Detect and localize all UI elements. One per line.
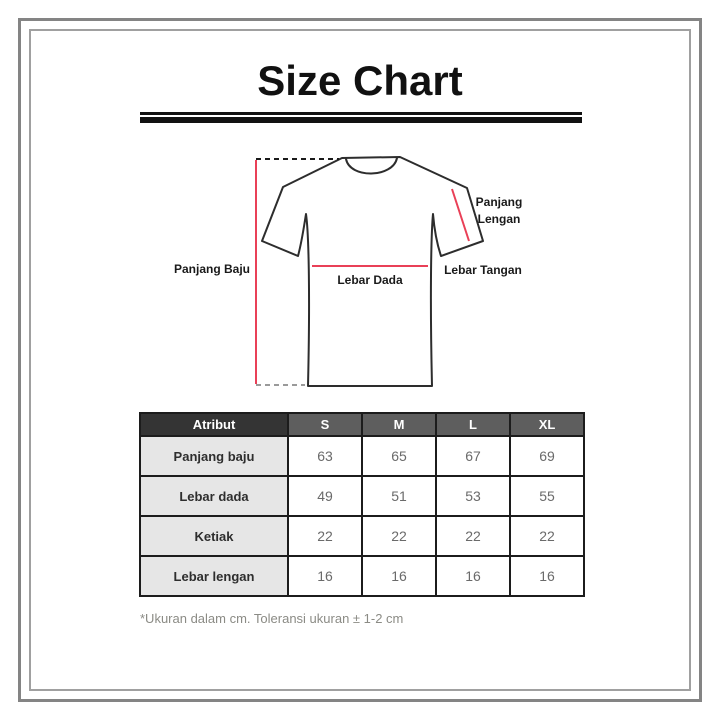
cell-value: 49: [287, 475, 363, 517]
cell-value: 16: [361, 555, 437, 597]
cell-value: 51: [361, 475, 437, 517]
cell-value: 55: [509, 475, 585, 517]
table-row-lebar-dada: Lebar dada 49 51 53 55: [139, 475, 585, 517]
lebar-tangan-label: Lebar Tangan: [444, 263, 522, 277]
table-row-ketiak: Ketiak 22 22 22 22: [139, 515, 585, 557]
tshirt-outline: [261, 156, 484, 387]
lebar-dada-label: Lebar Dada: [337, 273, 403, 287]
size-table: Atribut S M L XL Panjang baju 63 65 67 6…: [139, 412, 585, 597]
divider-thick-line: [140, 117, 582, 123]
table-header-row: Atribut S M L XL: [139, 412, 585, 437]
table-header-atribut: Atribut: [139, 412, 289, 437]
tshirt-measurement-diagram: Panjang Baju Panjang Lengan Lebar Tangan…: [174, 156, 523, 387]
table-header-size-s: S: [287, 412, 363, 437]
row-label: Lebar lengan: [139, 555, 289, 597]
row-label: Lebar dada: [139, 475, 289, 517]
cell-value: 16: [287, 555, 363, 597]
cell-value: 67: [435, 435, 511, 477]
cell-value: 16: [509, 555, 585, 597]
divider-thin-line: [140, 112, 582, 115]
table-header-size-l: L: [435, 412, 511, 437]
page-title: Size Chart: [257, 57, 463, 104]
cell-value: 63: [287, 435, 363, 477]
table-header-size-m: M: [361, 412, 437, 437]
cell-value: 69: [509, 435, 585, 477]
title-divider: [140, 112, 582, 123]
size-tolerance-note: *Ukuran dalam cm. Toleransi ukuran ± 1-2…: [140, 611, 404, 626]
table-row-panjang-baju: Panjang baju 63 65 67 69: [139, 435, 585, 477]
row-label: Ketiak: [139, 515, 289, 557]
cell-value: 22: [287, 515, 363, 557]
panjang-lengan-label-line1: Panjang: [476, 195, 523, 209]
table-header-size-xl: XL: [509, 412, 585, 437]
cell-value: 53: [435, 475, 511, 517]
cell-value: 16: [435, 555, 511, 597]
panjang-lengan-measure-line: [451, 188, 470, 242]
cell-value: 22: [509, 515, 585, 557]
divider-gap: [140, 115, 582, 117]
panjang-lengan-label-line2: Lengan: [478, 212, 521, 226]
row-label: Panjang baju: [139, 435, 289, 477]
panjang-baju-label: Panjang Baju: [174, 262, 250, 276]
cell-value: 22: [435, 515, 511, 557]
cell-value: 22: [361, 515, 437, 557]
table-row-lebar-lengan: Lebar lengan 16 16 16 16: [139, 555, 585, 597]
neckline-curve: [345, 157, 398, 175]
cell-value: 65: [361, 435, 437, 477]
